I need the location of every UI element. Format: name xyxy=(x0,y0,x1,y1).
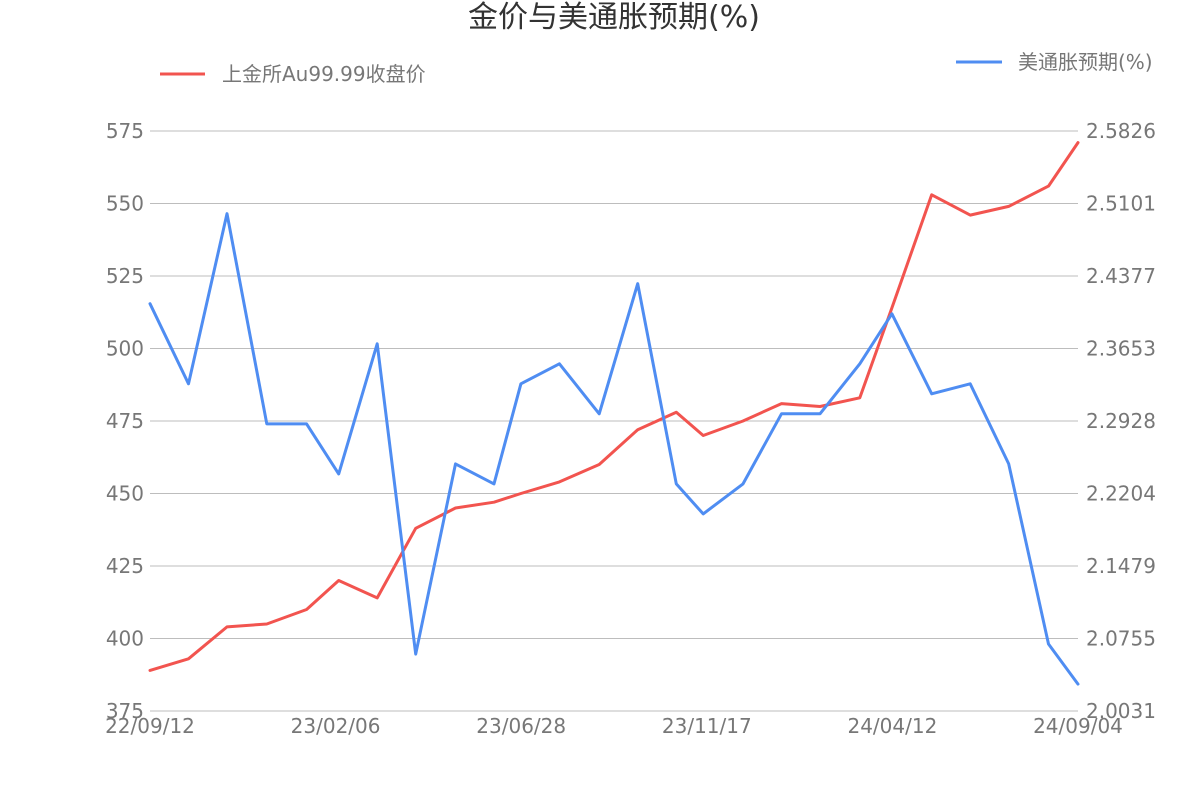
legend-right-label: 美通胀预期(%) xyxy=(1018,50,1153,74)
right-tick-label: 2.5826 xyxy=(1086,119,1156,143)
series-line-inflation-expectation xyxy=(148,212,1080,686)
series-layer xyxy=(148,141,1080,686)
series-line-gold-price xyxy=(148,141,1080,672)
x-tick-label: 22/09/12 xyxy=(105,714,195,738)
left-tick-label: 375 xyxy=(106,699,144,723)
left-tick-label: 475 xyxy=(106,409,144,433)
left-tick-label: 500 xyxy=(106,337,144,361)
x-axis-ticks: 22/09/12 23/02/06 23/06/28 23/11/17 24/04/12… xyxy=(105,714,1123,738)
left-tick-label: 550 xyxy=(106,192,144,216)
legend-left: 上金所Au99.99收盘价 xyxy=(160,62,426,86)
right-tick-label: 2.5101 xyxy=(1086,192,1156,216)
x-tick-label: 23/06/28 xyxy=(476,714,566,738)
x-tick-label: 24/09/04 xyxy=(1033,714,1123,738)
right-tick-label: 2.2204 xyxy=(1086,482,1156,506)
right-axis-ticks: 2.0031 2.0755 2.1479 2.2204 2.2928 2.3653 2.43… xyxy=(1086,119,1156,723)
left-tick-label: 525 xyxy=(106,264,144,288)
grid-lines xyxy=(150,130,1078,712)
left-tick-label: 575 xyxy=(106,119,144,143)
right-tick-label: 2.0755 xyxy=(1086,627,1156,651)
left-axis-ticks: 375 400 425 450 475 500 525 550 575 xyxy=(106,119,144,723)
left-tick-label: 450 xyxy=(106,482,144,506)
legend-left-label: 上金所Au99.99收盘价 xyxy=(222,62,426,86)
right-tick-label: 2.1479 xyxy=(1086,554,1156,578)
x-tick-label: 23/02/06 xyxy=(291,714,381,738)
x-tick-label: 23/11/17 xyxy=(662,714,752,738)
legend-right: 美通胀预期(%) xyxy=(956,50,1153,74)
left-tick-label: 425 xyxy=(106,554,144,578)
right-tick-label: 2.0031 xyxy=(1086,699,1156,723)
right-tick-label: 2.2928 xyxy=(1086,409,1156,433)
right-tick-label: 2.4377 xyxy=(1086,264,1156,288)
left-tick-label: 400 xyxy=(106,627,144,651)
chart-title: 金价与美通胀预期(%) xyxy=(468,0,760,35)
x-tick-label: 24/04/12 xyxy=(847,714,937,738)
right-tick-label: 2.3653 xyxy=(1086,337,1156,361)
